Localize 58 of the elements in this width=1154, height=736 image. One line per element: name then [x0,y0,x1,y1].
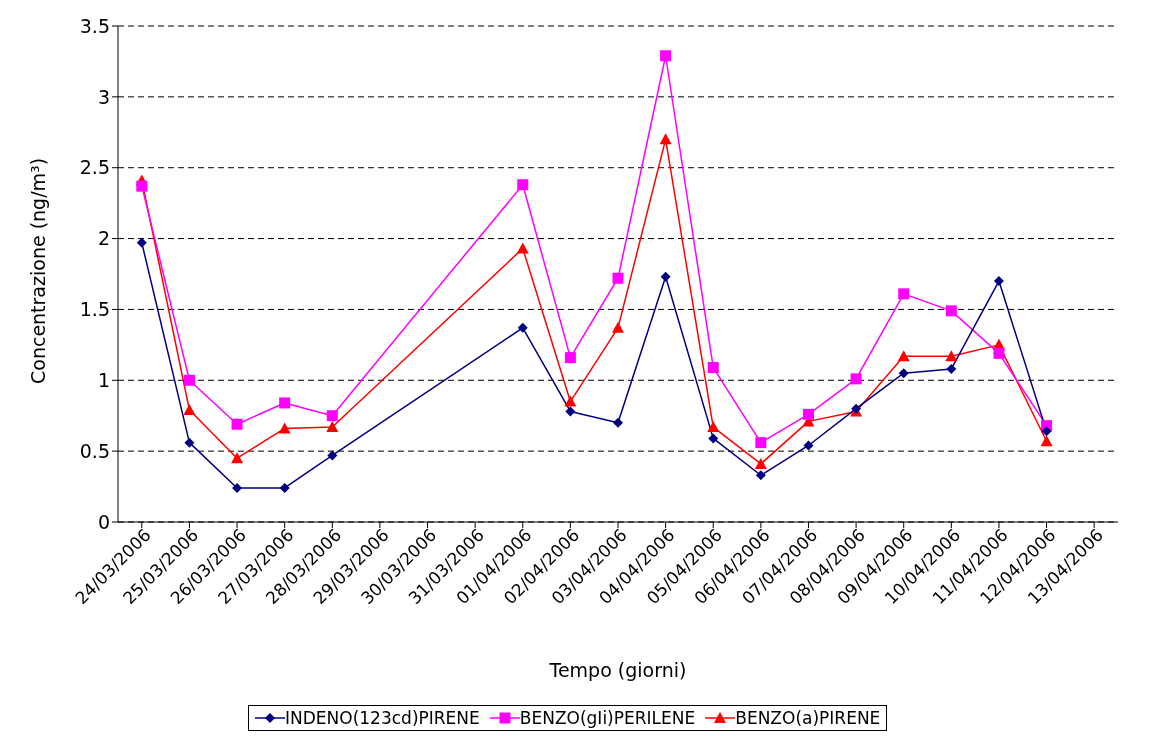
y-tick-label: 0.5 [79,439,110,462]
point [897,350,910,362]
legend-label: BENZO(a)PIRENE [735,708,881,728]
point [326,410,338,422]
point [183,374,195,386]
y-tick-label: 3 [97,85,110,108]
point [898,368,909,379]
point [945,350,958,362]
y-tick-label: 1 [97,369,110,392]
point [1041,426,1052,437]
point [754,457,767,469]
point [326,421,339,433]
point [803,440,814,451]
x-axis-title: Tempo (giorni) [548,659,687,681]
point [755,437,767,449]
point [659,133,672,145]
point [564,395,577,407]
y-tick-label: 2.5 [79,156,110,179]
y-tick-label: 3.5 [79,14,110,37]
y-tick-label: 0 [97,510,110,533]
point [232,482,243,493]
point [802,408,814,420]
point [517,322,528,333]
point [136,180,148,192]
point [993,276,1004,287]
point [660,271,671,282]
point [945,305,957,317]
point [613,417,623,428]
point [1040,435,1053,447]
point [517,179,529,191]
point [231,452,244,464]
legend-label: BENZO(gIi)PERILENE [519,708,696,728]
point [516,242,529,254]
point [612,272,624,284]
point [660,50,672,62]
point [564,352,576,364]
legend-label: INDENO(123cd)PIRENE [285,708,480,728]
point [946,363,957,374]
point [993,347,1005,359]
point [898,288,910,300]
y-tick-label: 1.5 [79,298,110,321]
point [707,421,720,433]
point [183,404,196,416]
point [279,482,290,493]
y-axis-title: Concentrazione (ng/m³) [26,157,49,384]
point [612,321,624,333]
point [565,406,576,417]
point [755,470,766,481]
point [708,433,719,444]
point [231,418,243,430]
point [850,373,862,385]
point [327,450,338,461]
point [707,362,719,374]
point [278,422,291,434]
point [279,397,291,409]
point [136,237,147,248]
point [184,437,195,448]
y-tick-label: 2 [97,227,110,250]
